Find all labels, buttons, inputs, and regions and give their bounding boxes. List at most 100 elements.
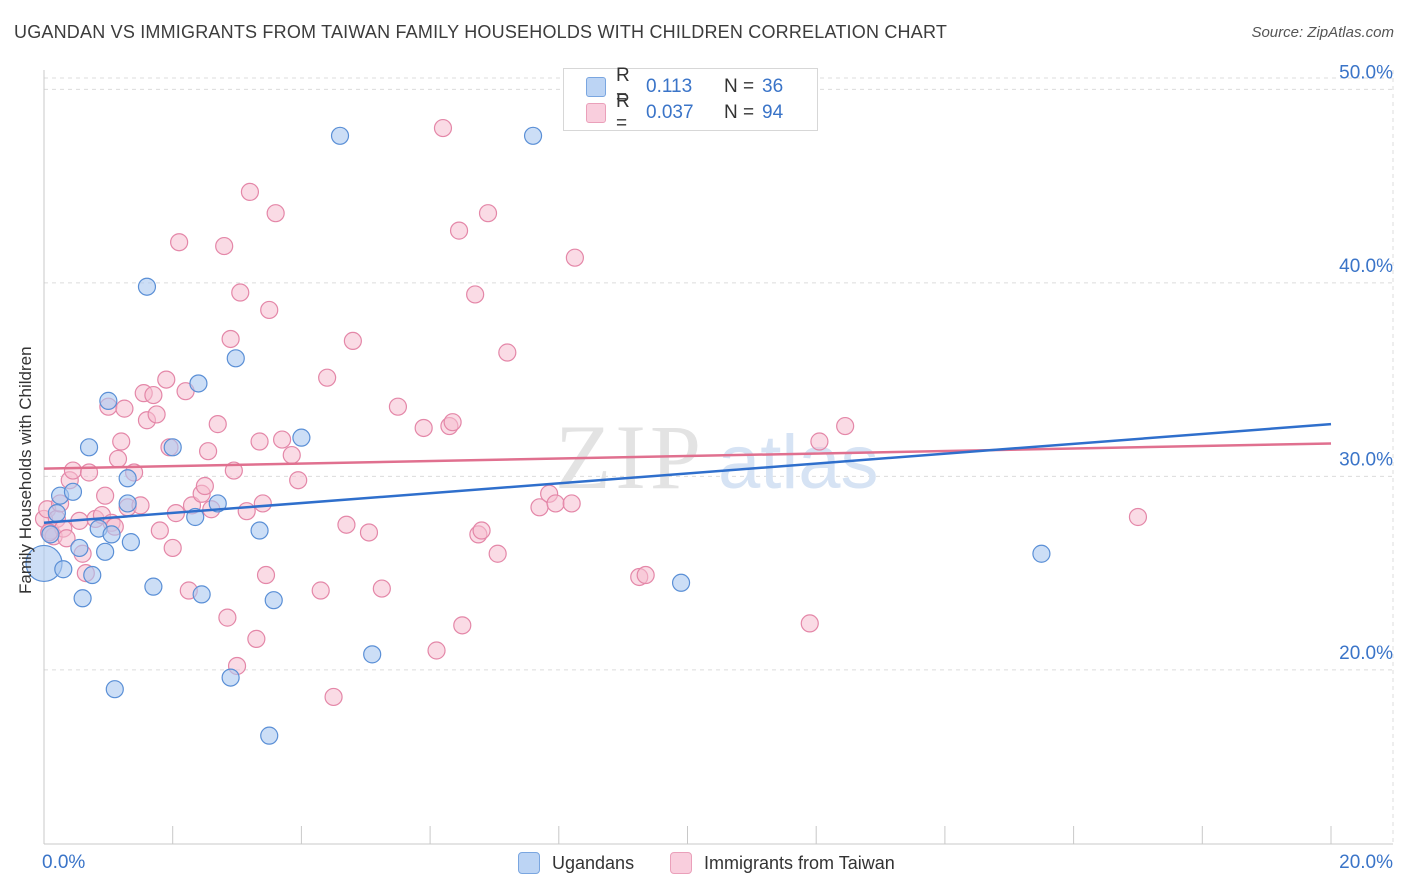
ugandan-point bbox=[70, 538, 89, 558]
y-tick-label: 30.0% bbox=[1339, 449, 1393, 470]
ugandan-point bbox=[250, 521, 269, 540]
chart-title: UGANDAN VS IMMIGRANTS FROM TAIWAN FAMILY… bbox=[14, 22, 948, 42]
taiwan-point bbox=[256, 565, 276, 585]
ugandan-point bbox=[292, 428, 311, 447]
taiwan-point bbox=[472, 521, 491, 540]
taiwan-point bbox=[443, 413, 462, 432]
taiwan-point bbox=[565, 248, 584, 267]
ugandans-swatch bbox=[518, 852, 540, 874]
ugandan-point bbox=[523, 126, 543, 145]
taiwan-point bbox=[115, 399, 134, 418]
taiwan-point bbox=[266, 204, 285, 223]
taiwan-point bbox=[221, 329, 240, 349]
ugandan-point bbox=[671, 573, 691, 592]
y-tick-label: 50.0% bbox=[1339, 62, 1393, 83]
ugandans-trend-line bbox=[43, 422, 1332, 525]
taiwan-swatch bbox=[586, 103, 606, 123]
legend-r-label: R = bbox=[616, 91, 630, 134]
taiwan-point bbox=[449, 221, 469, 240]
ugandan-point bbox=[63, 482, 83, 501]
y-axis-label-text: Family Households with Children bbox=[16, 346, 35, 594]
taiwan-point bbox=[215, 236, 234, 256]
ugandan-point bbox=[118, 494, 137, 513]
taiwan-point bbox=[63, 461, 83, 480]
taiwan-point bbox=[466, 285, 485, 304]
taiwan-point bbox=[372, 579, 391, 598]
series-legend: Ugandans Immigrants from Taiwan bbox=[0, 852, 1406, 876]
taiwan-point bbox=[488, 544, 507, 563]
taiwan-point bbox=[343, 331, 362, 350]
legend-n-label: N = bbox=[724, 76, 755, 97]
legend-item-ugandans: Ugandans bbox=[518, 852, 634, 874]
taiwan-point bbox=[289, 471, 308, 490]
ugandan-point bbox=[363, 645, 382, 664]
taiwan-point bbox=[498, 343, 517, 362]
legend-n-value: 94 bbox=[762, 102, 784, 123]
legend-row-taiwan: R = 0.037 N = 94 bbox=[586, 91, 784, 134]
taiwan-point bbox=[1128, 507, 1148, 527]
ugandan-point bbox=[264, 591, 283, 610]
taiwan-point bbox=[157, 370, 176, 389]
taiwan-point bbox=[836, 416, 855, 436]
taiwan-point bbox=[282, 445, 301, 465]
taiwan-point bbox=[112, 432, 131, 451]
ugandan-point bbox=[102, 525, 121, 544]
taiwan-point bbox=[253, 494, 272, 513]
y-tick-label: 20.0% bbox=[1339, 643, 1393, 664]
taiwan-point bbox=[170, 233, 189, 252]
legend-row-ugandans: R = 0.113 N = 36 bbox=[586, 65, 784, 108]
taiwan-point bbox=[144, 385, 163, 405]
y-axis-label: Family Households with Children bbox=[16, 206, 36, 594]
taiwan-point bbox=[163, 538, 182, 558]
taiwan-point bbox=[433, 118, 453, 138]
ugandan-point bbox=[144, 577, 163, 596]
legend-item-taiwan: Immigrants from Taiwan bbox=[670, 852, 895, 874]
ugandan-point bbox=[83, 565, 102, 585]
taiwan-point bbox=[198, 442, 218, 461]
axes bbox=[43, 70, 1393, 845]
taiwan-point bbox=[272, 430, 292, 449]
ugandan-point bbox=[208, 494, 227, 513]
taiwan-point bbox=[195, 476, 214, 496]
ugandan-point bbox=[192, 585, 211, 604]
y-tick-label: 40.0% bbox=[1339, 256, 1393, 277]
ugandan-point bbox=[189, 374, 208, 393]
stats-legend: R = 0.113 N = 36 R = 0.037 N = 94 bbox=[563, 65, 818, 134]
ugandan-point bbox=[105, 680, 124, 699]
taiwan-point bbox=[108, 449, 128, 469]
taiwan-point bbox=[218, 608, 237, 627]
ugandan-point bbox=[118, 469, 137, 488]
ugandan-point bbox=[137, 277, 157, 296]
ugandan-point bbox=[330, 126, 350, 145]
taiwan-point bbox=[427, 641, 446, 660]
legend-n-label: N = bbox=[724, 102, 755, 123]
ugandan-point bbox=[121, 533, 140, 552]
taiwan-point bbox=[311, 581, 330, 600]
taiwan-point bbox=[388, 397, 408, 416]
taiwan-point bbox=[224, 461, 243, 480]
taiwan-point bbox=[260, 300, 279, 320]
ugandan-point bbox=[73, 589, 92, 608]
tick-labels: 20.0% 30.0% 40.0% 50.0% 0.0% 20.0% bbox=[42, 62, 1393, 873]
legend-r-value: 0.113 bbox=[646, 76, 693, 97]
ugandan-point bbox=[260, 726, 279, 745]
ugandan-point bbox=[1032, 544, 1051, 563]
taiwan-point bbox=[250, 432, 269, 451]
taiwan-point bbox=[240, 182, 260, 202]
taiwan-point bbox=[337, 515, 356, 534]
trend-lines bbox=[43, 422, 1332, 525]
ugandan-point bbox=[163, 438, 182, 457]
taiwan-point bbox=[359, 523, 379, 542]
ugandan-point bbox=[99, 391, 118, 410]
taiwan-point bbox=[810, 432, 829, 451]
ugandan-point bbox=[221, 668, 240, 687]
taiwan-point bbox=[237, 502, 256, 521]
taiwan-point bbox=[800, 614, 819, 633]
ugandan-point bbox=[47, 504, 66, 523]
ugandan-point bbox=[96, 542, 115, 561]
taiwan-point bbox=[414, 418, 433, 438]
legend-r-label: R = bbox=[616, 65, 630, 108]
taiwan-point bbox=[147, 405, 166, 424]
legend-n-value: 36 bbox=[762, 76, 784, 97]
